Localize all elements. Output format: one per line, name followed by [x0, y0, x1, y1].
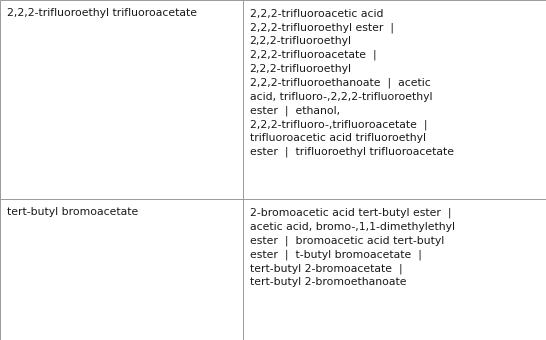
Text: 2-bromoacetic acid tert-butyl ester  |
acetic acid, bromo-,1,1-dimethylethyl
est: 2-bromoacetic acid tert-butyl ester | ac…	[250, 207, 454, 287]
Text: tert-butyl bromoacetate: tert-butyl bromoacetate	[7, 207, 138, 217]
Text: 2,2,2-trifluoroacetic acid
2,2,2-trifluoroethyl ester  |
2,2,2-trifluoroethyl
2,: 2,2,2-trifluoroacetic acid 2,2,2-trifluo…	[250, 8, 454, 157]
Text: 2,2,2-trifluoroethyl trifluoroacetate: 2,2,2-trifluoroethyl trifluoroacetate	[7, 8, 197, 18]
